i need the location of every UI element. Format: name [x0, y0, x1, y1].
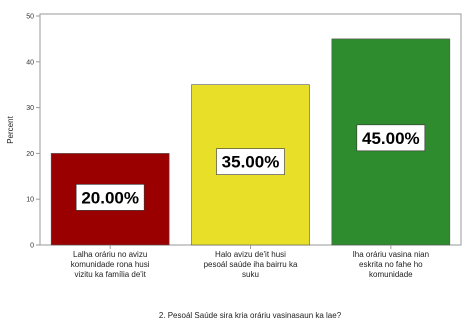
- data-labels: 20.00% 35.00% 45.00%: [75, 124, 426, 211]
- data-label: 35.00%: [222, 153, 280, 172]
- y-axis: 0 10 20 30 40 50: [26, 14, 40, 250]
- data-label-box: [216, 148, 285, 175]
- y-tick-label: 50: [26, 14, 34, 21]
- y-tick-label: 40: [26, 59, 34, 66]
- y-tick-label: 0: [30, 243, 34, 250]
- y-tick-label: 20: [26, 151, 34, 158]
- y-axis-title: Percent: [6, 115, 15, 143]
- data-label-box: [75, 184, 145, 211]
- category-label: Iha oráriu vasina nian eskrita no fahe ho…: [353, 250, 430, 279]
- y-tick-label: 10: [26, 197, 34, 204]
- data-label: 20.00%: [81, 188, 139, 207]
- category-label: Lalha oráriu no avizu komunidade rona hus…: [71, 250, 150, 279]
- x-axis-title: 2. Pesoál Saúde sira kria oráriu vasinas…: [159, 311, 342, 320]
- category-label: Halo avizu de'it husi pesoál saúde iha ba…: [204, 250, 298, 279]
- data-label-box: [356, 124, 426, 152]
- data-label: 45.00%: [362, 129, 420, 148]
- x-axis: Lalha oráriu no avizu komunidade rona hus…: [71, 245, 429, 279]
- y-tick-label: 30: [26, 105, 34, 112]
- bars: [50, 38, 451, 246]
